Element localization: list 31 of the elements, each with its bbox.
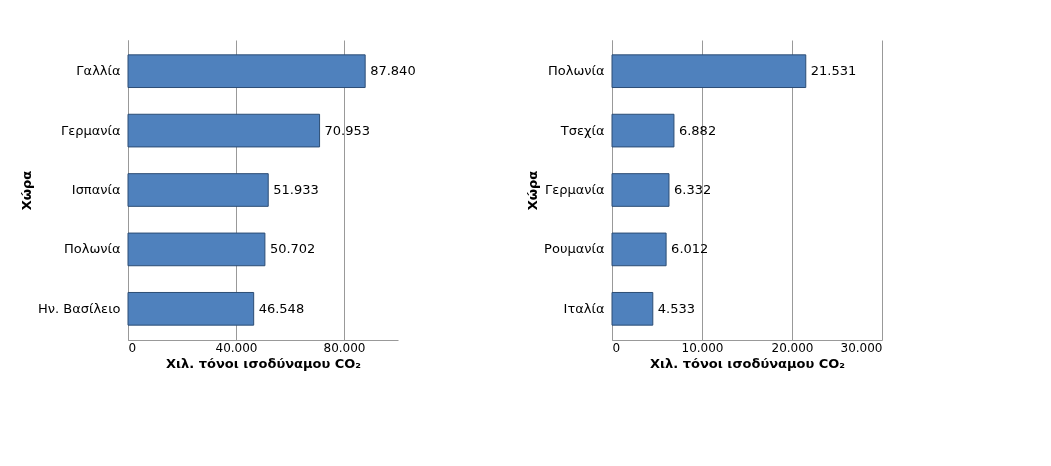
- y-tick-label: Γερμανία: [544, 182, 605, 197]
- x-axis-title: Χιλ. τόνοι ισοδύναμου CO₂: [165, 355, 362, 371]
- x-tick-label: 40.000: [215, 340, 258, 355]
- y-tick-label: Γαλλία: [76, 63, 121, 79]
- x-axis-title: Χιλ. τόνοι ισοδύναμου CO₂: [649, 355, 846, 371]
- x-tick-label: 0: [612, 340, 621, 355]
- data-label: 6.012: [671, 241, 709, 257]
- y-tick-label: Πολωνία: [63, 241, 121, 257]
- data-label: 21.531: [810, 63, 857, 79]
- data-label: 6.332: [673, 182, 712, 197]
- y-tick-label: Ισπανία: [71, 182, 121, 197]
- x-tick-label: 20.000: [771, 340, 814, 355]
- y-axis-title: Χώρα: [525, 170, 541, 211]
- x-tick-label: 0: [128, 340, 137, 355]
- data-label: 70.953: [324, 122, 371, 138]
- y-tick-label: Πολωνία: [547, 63, 605, 79]
- data-label: 51.933: [273, 182, 319, 197]
- data-label: 50.702: [269, 241, 316, 257]
- data-label: 87.840: [370, 63, 416, 79]
- y-tick-label: Τσεχία: [559, 122, 605, 138]
- y-tick-label: Γερμανία: [60, 122, 121, 138]
- data-label: 4.533: [657, 300, 696, 316]
- y-axis-title: Χώρα: [19, 170, 34, 211]
- y-tick-label: Ρουμανία: [544, 241, 605, 257]
- data-label: 6.882: [678, 122, 717, 138]
- y-tick-label: Ην. Βασίλειο: [37, 300, 121, 316]
- x-tick-label: 30.000: [840, 340, 883, 355]
- y-tick-label: Ιταλία: [563, 300, 605, 316]
- data-label: 46.548: [258, 300, 305, 316]
- x-tick-label: 80.000: [323, 340, 366, 355]
- x-tick-label: 10.000: [681, 340, 724, 355]
